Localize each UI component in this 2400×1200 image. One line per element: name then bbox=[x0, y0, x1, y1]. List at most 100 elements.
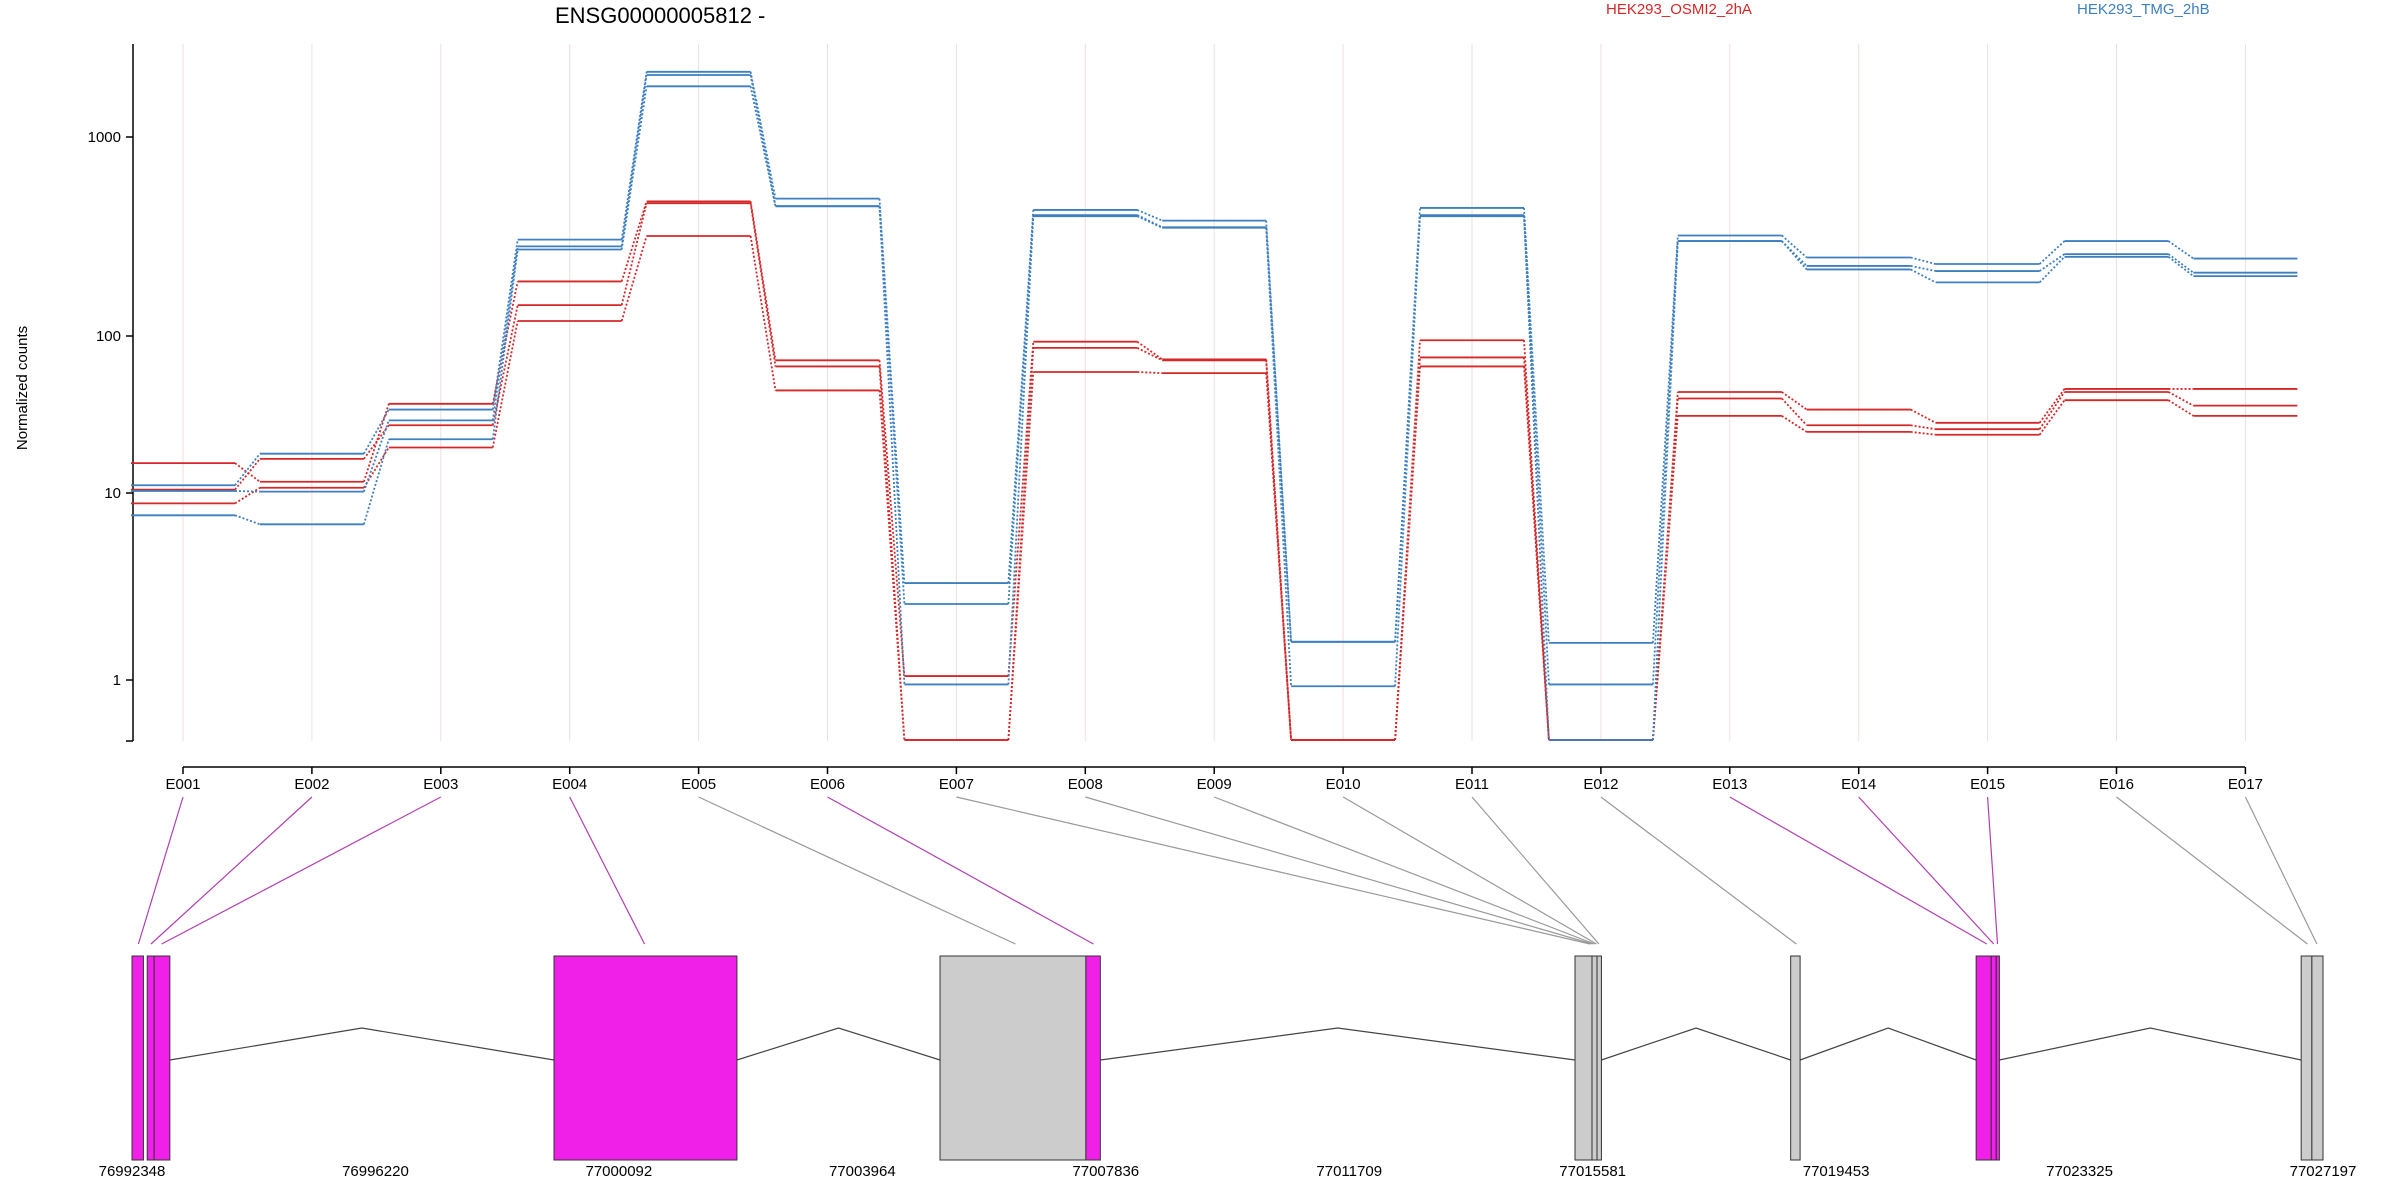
genomic-coordinate-labels: 76992348 76996220 77000092 77003964 77007836… bbox=[99, 1163, 2357, 1180]
link-E007 bbox=[956, 796, 1591, 945]
y-tick-label-1000: 1000 bbox=[88, 129, 121, 146]
coordinate-label-77015581: 77015581 bbox=[1559, 1163, 1626, 1180]
series-4-connector-E006 bbox=[878, 205, 906, 605]
series-2-connector-E009 bbox=[1265, 373, 1292, 741]
x-tick-label-E012: E012 bbox=[1583, 776, 1618, 793]
link-E006 bbox=[827, 796, 1094, 945]
series-2-connector-E015 bbox=[2038, 399, 2066, 436]
link-E004 bbox=[569, 796, 646, 945]
intron-lines bbox=[169, 1027, 2302, 1061]
x-ticks: E001 E002 E003 E004 E005 E006 E007 E008 E009 E010… bbox=[165, 767, 2263, 793]
series-0-connector-E007 bbox=[1007, 341, 1035, 677]
x-tick-label-E004: E004 bbox=[552, 776, 587, 793]
coordinate-label-76996220: 76996220 bbox=[342, 1163, 409, 1180]
series-5-connector-E016 bbox=[2167, 256, 2194, 277]
chart-title: ENSG00000005812 - bbox=[555, 3, 765, 28]
legend-entry-osmi2: HEK293_OSMI2_2hA bbox=[1606, 1, 1752, 18]
series-5-connector-E008 bbox=[1136, 215, 1163, 229]
link-E012 bbox=[1600, 796, 1797, 945]
y-tick-label-10: 10 bbox=[104, 485, 121, 502]
series-2-connector-E016 bbox=[2168, 399, 2194, 417]
series-2-connector-E003 bbox=[491, 320, 519, 448]
x-tick-label-E005: E005 bbox=[681, 776, 716, 793]
axes bbox=[132, 44, 2245, 768]
series-5-connector-E009 bbox=[1265, 227, 1292, 687]
series-1-connector-E008 bbox=[1136, 347, 1163, 362]
x-tick-label-E006: E006 bbox=[810, 776, 845, 793]
series-1-connector-E016 bbox=[2168, 391, 2194, 407]
series-1-connector-E001 bbox=[234, 458, 261, 491]
series-2-connector-E004 bbox=[620, 235, 648, 322]
gene-exon-12 bbox=[1990, 955, 1997, 1161]
gene-model-exons bbox=[131, 955, 2324, 1161]
series-5-connector-E012 bbox=[1652, 241, 1679, 741]
series-2-connector-E010 bbox=[1394, 366, 1421, 741]
coordinate-label-77027197: 77027197 bbox=[2290, 1163, 2357, 1180]
coordinate-label-77011709: 77011709 bbox=[1316, 1163, 1382, 1180]
gene-exon-4 bbox=[553, 955, 738, 1161]
series-4-connector-E004 bbox=[620, 74, 648, 247]
x-tick-label-E008: E008 bbox=[1068, 776, 1103, 793]
series-2-connector-E007 bbox=[1007, 371, 1035, 741]
coordinate-label-76992348: 76992348 bbox=[99, 1163, 166, 1180]
series-1-connector-E002 bbox=[363, 424, 390, 460]
series-5-connector-E011 bbox=[1523, 216, 1550, 741]
gene-exon-15 bbox=[2311, 955, 2324, 1161]
link-E017 bbox=[2244, 796, 2318, 945]
link-E009 bbox=[1213, 796, 1595, 945]
series-3-connector-E005 bbox=[749, 71, 777, 199]
series-3-connector-E003 bbox=[491, 239, 519, 410]
link-E003 bbox=[161, 796, 442, 945]
link-E005 bbox=[698, 796, 1016, 945]
x-tick-label-E003: E003 bbox=[423, 776, 458, 793]
intron-2 bbox=[736, 1027, 941, 1061]
series-1-connector-E014 bbox=[1910, 424, 1936, 431]
gene-exon-9 bbox=[1596, 955, 1602, 1161]
gene-exon-14 bbox=[2300, 955, 2313, 1161]
series-4-connector-E016 bbox=[2167, 253, 2194, 274]
grid-lines bbox=[182, 44, 2246, 741]
series-0-connector-E003 bbox=[491, 281, 519, 404]
series-3-connector-E013 bbox=[1781, 234, 1808, 259]
link-E011 bbox=[1471, 796, 1600, 945]
link-E001 bbox=[137, 796, 184, 945]
coordinate-label-77023325: 77023325 bbox=[2046, 1163, 2113, 1180]
coordinate-label-77007836: 77007836 bbox=[1072, 1163, 1139, 1180]
series-0-connector-E014 bbox=[1910, 408, 1937, 424]
x-tick-label-E014: E014 bbox=[1841, 776, 1876, 793]
series-2-connector-E008 bbox=[1137, 371, 1163, 375]
series-5-connector-E004 bbox=[620, 86, 648, 250]
coordinate-label-77019453: 77019453 bbox=[1803, 1163, 1870, 1180]
series-4-connector-E003 bbox=[491, 246, 519, 421]
y-tick-label-100: 100 bbox=[96, 328, 121, 345]
link-E010 bbox=[1342, 796, 1597, 945]
series-3-connector-E016 bbox=[2167, 240, 2194, 260]
series-4-connector-E002 bbox=[363, 420, 390, 492]
coordinate-label-77000092: 77000092 bbox=[586, 1163, 653, 1180]
x-tick-label-E015: E015 bbox=[1970, 776, 2005, 793]
series-2-connector-E006 bbox=[878, 390, 906, 741]
x-tick-label-E017: E017 bbox=[2228, 776, 2263, 793]
series-3-connector-E008 bbox=[1136, 209, 1163, 222]
y-axis-label: Normalized counts bbox=[14, 326, 31, 450]
gene-exon-7 bbox=[1574, 955, 1593, 1161]
coordinate-label-77003964: 77003964 bbox=[829, 1163, 896, 1180]
gene-exon-8 bbox=[1591, 955, 1598, 1161]
series-4-connector-E014 bbox=[1910, 265, 1936, 272]
x-tick-label-E011: E011 bbox=[1455, 776, 1489, 793]
series-1-connector-E003 bbox=[491, 304, 519, 426]
gene-exon-13 bbox=[1995, 955, 2000, 1161]
intron-3 bbox=[1100, 1027, 1576, 1061]
series-5-connector-E001 bbox=[234, 514, 261, 526]
gene-exon-2 bbox=[146, 955, 155, 1161]
series-4-connector-E005 bbox=[749, 74, 777, 207]
gene-exon-6 bbox=[1085, 955, 1101, 1161]
link-E002 bbox=[150, 796, 313, 945]
series-5-connector-E005 bbox=[749, 86, 777, 207]
exon-mapping-lines bbox=[137, 796, 2318, 945]
series-3-connector-E001 bbox=[234, 453, 261, 486]
x-tick-label-E001: E001 bbox=[165, 776, 200, 793]
intron-6 bbox=[1999, 1027, 2302, 1061]
legend-entry-tmg: HEK293_TMG_2hB bbox=[2077, 1, 2210, 18]
